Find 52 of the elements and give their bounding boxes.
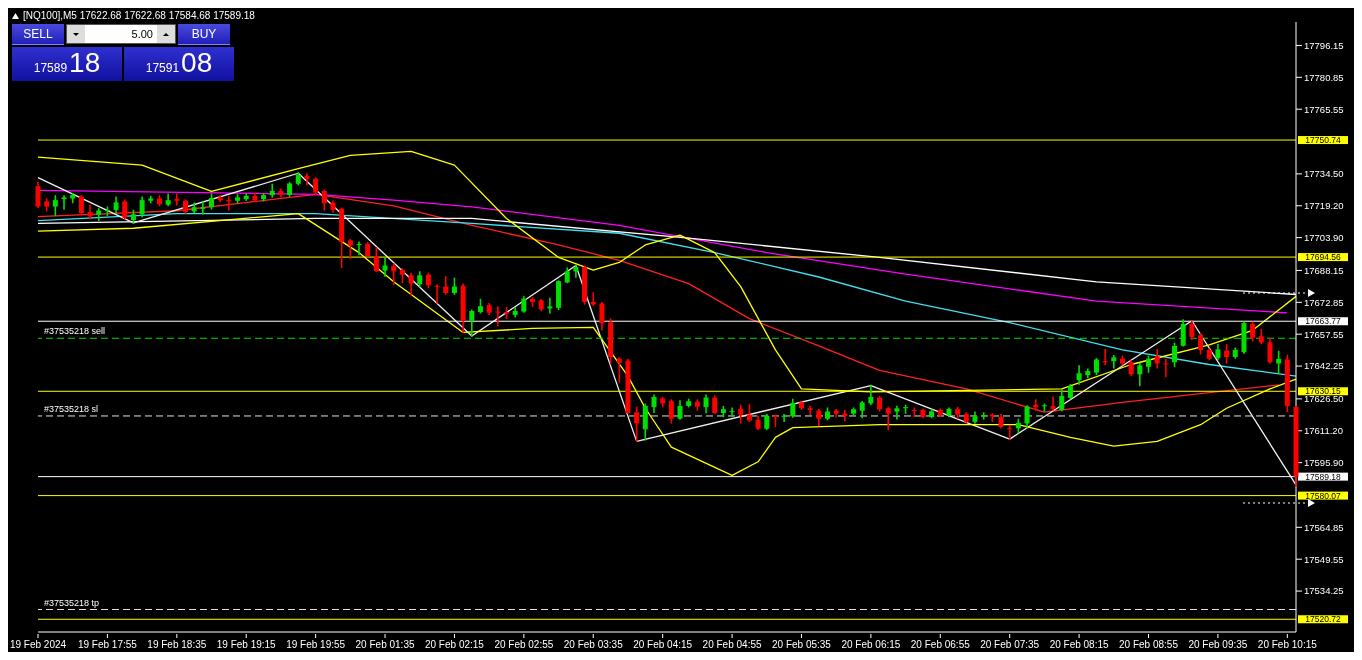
x-tick-label: 19 Feb 19:55 bbox=[286, 639, 346, 650]
chart-title: [NQ100],M5 17622.68 17622.68 17584.68 17589.18 bbox=[23, 10, 255, 21]
x-tick-label: 20 Feb 08:15 bbox=[1049, 639, 1110, 650]
annotation: 08 bbox=[181, 47, 213, 79]
x-tick-label: 20 Feb 02:55 bbox=[494, 639, 554, 650]
y-tick-label: 17719.20 bbox=[1304, 200, 1344, 212]
x-tick-label: 20 Feb 04:55 bbox=[702, 639, 762, 650]
annotation: BUY bbox=[178, 24, 230, 45]
y-tick-label: 17564.85 bbox=[1304, 521, 1344, 533]
y-tick-label: 17642.25 bbox=[1304, 360, 1344, 372]
x-tick-label: 20 Feb 03:35 bbox=[563, 639, 624, 650]
x-tick-label: 20 Feb 09:35 bbox=[1188, 639, 1248, 650]
x-tick-label: 20 Feb 10:15 bbox=[1257, 639, 1318, 650]
x-tick-label: 20 Feb 08:55 bbox=[1119, 639, 1179, 650]
ref-line-label: 17589.18 bbox=[1305, 471, 1341, 482]
x-tick-label: 20 Feb 02:15 bbox=[424, 639, 485, 650]
annotation: 17589 bbox=[33, 61, 68, 75]
y-tick-label: 17734.50 bbox=[1304, 168, 1344, 180]
ref-line-label: #37535218 tp bbox=[44, 597, 100, 608]
y-tick-label: 17765.55 bbox=[1304, 103, 1344, 115]
annotation: 5.00 bbox=[130, 28, 154, 40]
x-tick-label: 19 Feb 18:35 bbox=[147, 639, 207, 650]
x-tick-label: 20 Feb 06:55 bbox=[910, 639, 971, 650]
input-field: 5.00 bbox=[66, 24, 176, 44]
x-tick-label: 20 Feb 06:15 bbox=[841, 639, 901, 650]
x-tick-label: 20 Feb 05:35 bbox=[772, 639, 832, 650]
y-tick-label: 17780.85 bbox=[1304, 71, 1344, 83]
x-tick-label: 20 Feb 07:35 bbox=[980, 639, 1040, 650]
x-tick-label: 20 Feb 01:35 bbox=[355, 639, 415, 650]
ref-line-label: 17694.56 bbox=[1305, 252, 1341, 263]
y-tick-label: 17611.20 bbox=[1304, 425, 1343, 437]
ref-line-label: #37535218 sl bbox=[44, 403, 99, 414]
ref-line-label: 17750.74 bbox=[1305, 135, 1341, 146]
x-tick-label: 19 Feb 2024 bbox=[9, 639, 67, 650]
y-tick-label: 17534.25 bbox=[1304, 585, 1344, 597]
y-tick-label: 17672.85 bbox=[1304, 296, 1344, 308]
annotation: 18 bbox=[69, 47, 101, 79]
ref-line-label: 17520.72 bbox=[1305, 614, 1341, 625]
ref-line-label: #37535218 sell bbox=[44, 326, 106, 337]
y-tick-label: 17703.90 bbox=[1304, 232, 1344, 243]
x-tick-label: 20 Feb 04:15 bbox=[633, 639, 693, 650]
y-tick-label: 17796.15 bbox=[1304, 39, 1344, 51]
annotation: 17591 bbox=[145, 61, 180, 75]
y-tick-label: 17657.55 bbox=[1304, 328, 1344, 340]
annotation: SELL bbox=[12, 24, 64, 45]
x-tick-label: 19 Feb 19:15 bbox=[216, 639, 277, 650]
ref-line-label: 17663.77 bbox=[1305, 316, 1341, 327]
y-tick-label: 17549.55 bbox=[1304, 553, 1344, 565]
y-tick-label: 17688.15 bbox=[1304, 264, 1344, 276]
y-tick-label: 17595.90 bbox=[1304, 457, 1344, 468]
x-tick-label: 19 Feb 17:55 bbox=[77, 639, 138, 650]
ref-line-label: 17580.07 bbox=[1305, 490, 1341, 501]
